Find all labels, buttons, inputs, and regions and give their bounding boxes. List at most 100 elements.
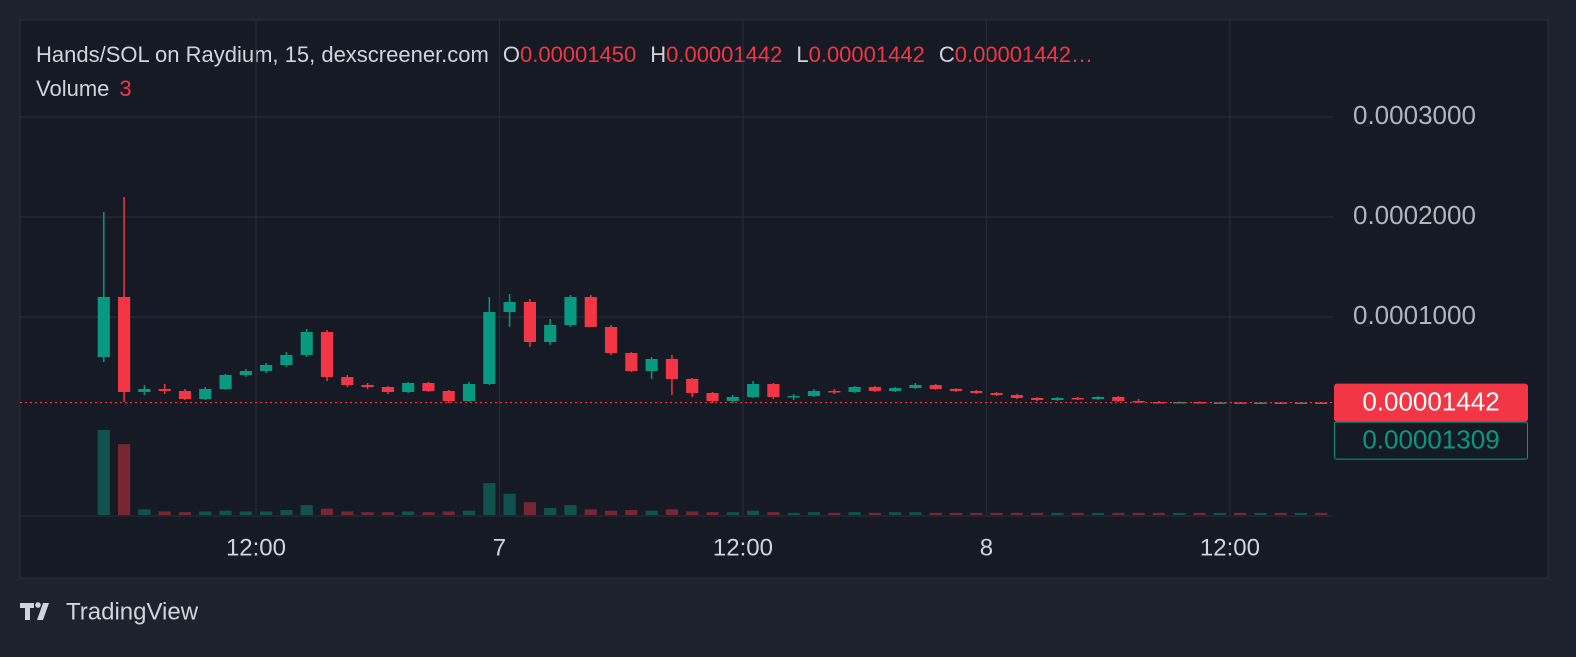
volume-bar	[503, 493, 516, 515]
volume-bar	[787, 512, 800, 515]
volume-bar	[828, 512, 841, 515]
candle-body	[1213, 402, 1226, 404]
x-tick-label: 8	[980, 534, 993, 561]
candle-body	[260, 365, 273, 371]
candle-body	[1071, 398, 1084, 400]
volume-bar	[199, 511, 212, 515]
brand-name: TradingView	[66, 598, 199, 625]
candle-body	[544, 325, 557, 342]
candle-body	[1031, 398, 1044, 400]
candle-body	[1051, 398, 1064, 400]
volume-bar	[219, 510, 232, 515]
price-label-box	[1334, 383, 1528, 422]
price-label: 0.00001309	[1362, 424, 1499, 454]
candle-body	[787, 396, 800, 398]
candle-body	[138, 389, 151, 392]
volume-bar	[1254, 512, 1267, 515]
volume-bar	[1091, 512, 1105, 515]
volume-bar	[158, 511, 171, 515]
volume-bar	[138, 509, 151, 515]
ohlc-value: 0.00001442	[666, 42, 782, 67]
candle-body	[158, 389, 171, 391]
candle-body	[726, 397, 739, 401]
volume-bar	[239, 511, 252, 515]
candle-body	[706, 393, 719, 401]
ohlc-key: L	[796, 42, 808, 67]
volume-bar	[1010, 512, 1023, 515]
candle-body	[1274, 402, 1287, 404]
volume-bar	[118, 444, 131, 515]
volume-bar	[726, 512, 739, 515]
candle-body	[584, 297, 597, 327]
volume-bar	[645, 510, 658, 515]
volume-bar	[280, 510, 293, 515]
candle-body	[1091, 397, 1105, 399]
volume-bar	[422, 512, 435, 515]
volume-bar	[361, 512, 374, 515]
candle-body	[564, 297, 577, 325]
x-tick-label: 12:00	[713, 534, 773, 561]
price-label-box	[1334, 421, 1528, 460]
volume-bar	[767, 512, 780, 515]
candle-body	[280, 355, 293, 365]
symbol: Hands/SOL on Raydium, 15, dexscreener.co…	[36, 42, 489, 67]
candle-body	[199, 389, 212, 399]
volume-bar	[483, 483, 496, 515]
x-tick-label: 7	[493, 534, 506, 561]
volume-bar	[706, 512, 719, 515]
volume-bar	[300, 505, 313, 515]
candle-body	[320, 332, 334, 377]
volume-bar	[341, 511, 354, 515]
candle-body	[909, 385, 922, 388]
candle-body	[523, 302, 536, 342]
volume-bar	[604, 510, 618, 515]
candle-body	[625, 353, 638, 371]
volume-bar	[807, 512, 821, 515]
volume-value: 3	[119, 76, 131, 101]
volume-bar	[1112, 512, 1125, 515]
volume-bar	[929, 512, 942, 515]
candle-body	[178, 391, 192, 399]
ohlc-value: 0.00001442…	[955, 42, 1093, 67]
volume-bar	[747, 510, 760, 515]
volume-bar	[320, 508, 334, 515]
volume-bar	[1193, 512, 1206, 515]
volume-bar	[889, 512, 902, 515]
candle-body	[402, 383, 415, 392]
volume-bar	[949, 512, 963, 515]
candle-body	[422, 383, 435, 391]
volume-key: Volume	[36, 76, 109, 101]
volume-bar	[665, 509, 679, 515]
volume-bar	[970, 512, 983, 515]
volume-bar	[848, 512, 861, 515]
volume-bar	[442, 511, 455, 515]
volume-bar	[584, 509, 597, 515]
volume-bar	[1031, 512, 1044, 515]
candle-body	[665, 359, 679, 379]
candle-body	[1254, 402, 1267, 404]
candle-body	[949, 389, 963, 391]
y-tick-label: 0.0002000	[1353, 200, 1476, 230]
candle-body	[442, 391, 455, 401]
volume-bar	[260, 511, 273, 515]
candle-body	[1173, 402, 1186, 404]
volume-header: Volume 3	[36, 76, 132, 101]
ohlc-key: O	[503, 42, 520, 67]
candle-body	[990, 393, 1003, 395]
chart-frame	[19, 19, 1549, 579]
volume-bar	[178, 512, 192, 515]
price-label: 0.00001442	[1362, 386, 1499, 416]
candle-body	[503, 302, 516, 312]
volume-bar	[1213, 512, 1226, 515]
volume-bar	[909, 512, 922, 515]
volume-bar	[990, 512, 1003, 515]
candle-body	[381, 387, 394, 392]
candle-body	[239, 371, 252, 375]
ohlc-value: 0.00001450	[520, 42, 636, 67]
candle-body	[219, 375, 232, 389]
volume-bar	[1315, 512, 1328, 515]
candle-body	[645, 359, 658, 371]
candle-body	[1152, 402, 1165, 404]
